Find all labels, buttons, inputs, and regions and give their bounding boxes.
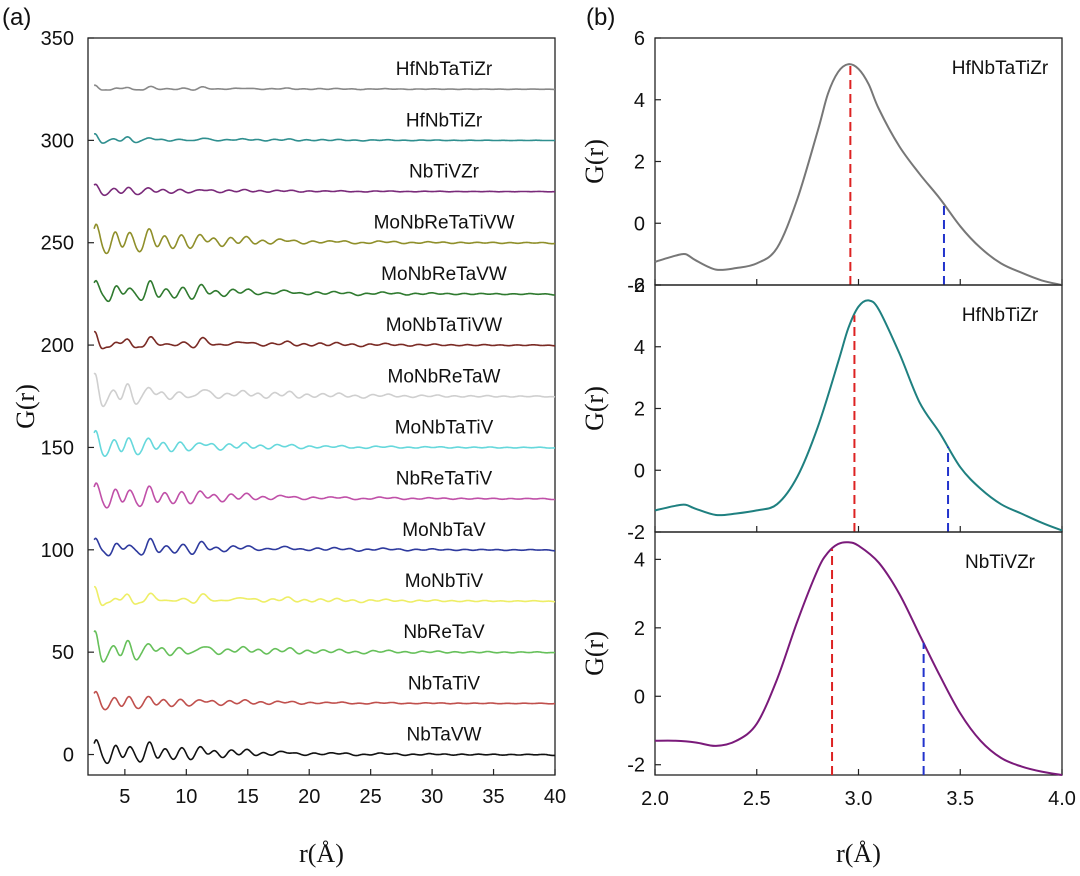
y-tick-label: 6 [634, 275, 645, 297]
y-tick-label: 6 [634, 28, 645, 50]
curve-hfnbtizr [654, 299, 1063, 532]
subplot-title: NbTiVZr [965, 552, 1036, 573]
series-label-monbtav: MoNbTaV [402, 520, 486, 541]
series-label-monbretativw: MoNbReTaTiVW [374, 213, 515, 234]
x-tick-label: 25 [360, 786, 382, 808]
series-line-nbtivzr [93, 183, 555, 197]
panel-b-label: (b) [586, 4, 615, 31]
y-tick-label: 4 [634, 337, 645, 359]
subplot-title: HfNbTaTiZr [952, 58, 1049, 79]
series-line-monbtav [93, 537, 555, 557]
series-line-monbretativw [93, 223, 556, 255]
curve-hfnbtatizr [654, 63, 1063, 286]
y-tick-label: 150 [41, 437, 74, 459]
y-tick-label: 0 [634, 460, 645, 482]
subplot-hfnbtatizr: -2 0 2 4 6 G(r) HfNbTaTiZr [580, 28, 1063, 297]
x-tick-label: 2.0 [641, 788, 669, 810]
curve-nbtivzr [654, 541, 1063, 776]
series-label-nbretativ: NbReTaTiV [396, 469, 493, 490]
x-tick-label: 40 [544, 786, 566, 808]
y-tick-label: 4 [634, 90, 645, 112]
y-tick-label: 2 [634, 152, 645, 174]
series-line-nbtavw [93, 739, 555, 765]
y-axis-label: G(r) [580, 386, 609, 431]
series-label-hfnbtatizr: HfNbTaTiZr [396, 59, 493, 80]
y-tick-label: 300 [41, 130, 74, 152]
y-tick-label: 2 [634, 399, 645, 421]
y-tick-label: -2 [627, 755, 645, 777]
series-label-nbtavw: NbTaVW [407, 725, 482, 746]
series-line-nbtativ [93, 690, 555, 711]
series-label-monbretaw: MoNbReTaW [388, 366, 501, 387]
y-tick-label: 200 [41, 335, 74, 357]
series-label-nbretav: NbReTaV [403, 622, 485, 643]
series-label-nbtivzr: NbTiVZr [409, 162, 480, 183]
series-line-hfnbtizr [93, 132, 556, 144]
x-axis-label: r(Å) [299, 839, 344, 868]
series-line-hfnbtatizr [93, 84, 556, 91]
subplot-title: HfNbTiZr [962, 305, 1039, 326]
y-tick-label: 4 [634, 549, 645, 571]
x-tick-label: 20 [298, 786, 320, 808]
series-label-monbretavw: MoNbReTaVW [381, 264, 507, 285]
panel-a-label: (a) [2, 4, 31, 31]
y-tick-label: 50 [52, 642, 74, 664]
y-axis-label: G(r) [11, 384, 40, 429]
x-tick-label: 4.0 [1048, 788, 1076, 810]
x-tick-label: 35 [482, 786, 504, 808]
x-tick-label: 2.5 [743, 788, 771, 810]
x-tick-label: 3.5 [946, 788, 974, 810]
y-tick-label: 0 [634, 686, 645, 708]
subplot-nbtivzr: -2 0 2 4 2.0 2.5 3.0 3.5 4.0 r(Å) G(r) NbTiVZr [580, 531, 1076, 868]
panel-a-chart: 5 10 15 20 25 30 35 40 0 50 100 150 200 250 300 350 r(Å)… [11, 28, 566, 868]
y-axis-label: G(r) [580, 139, 609, 184]
series-line-monbretaw [93, 372, 556, 408]
x-tick-label: 15 [237, 786, 259, 808]
y-tick-label: 100 [41, 540, 74, 562]
series-label-monbtativw: MoNbTaTiVW [386, 315, 503, 336]
y-axis-label: G(r) [580, 631, 609, 676]
y-tick-label: 0 [634, 213, 645, 235]
x-axis-label: r(Å) [836, 839, 881, 868]
x-tick-label: 10 [175, 786, 197, 808]
series-line-nbretav [93, 630, 556, 663]
y-tick-label: 250 [41, 233, 74, 255]
series-label-monbtativ: MoNbTaTiV [395, 417, 494, 438]
y-tick-label: 2 [634, 618, 645, 640]
panel-b-charts: -20246G(r)HfNbTaTiZr-20246G(r)HfNbTiZr-2… [580, 28, 1076, 868]
y-tick-label: -2 [627, 275, 645, 297]
x-tick-label: 30 [421, 786, 443, 808]
y-tick-label: 0 [63, 745, 74, 767]
series-line-nbretativ [93, 482, 556, 509]
series-label-hfnbtizr: HfNbTiZr [406, 110, 483, 131]
series-label-monbtiv: MoNbTiV [405, 571, 484, 592]
y-tick-label: 350 [41, 28, 74, 50]
series-line-monbtativw [93, 330, 556, 350]
series-line-monbtiv [93, 585, 556, 607]
plot-frame [87, 37, 556, 776]
y-tick-label: -2 [627, 522, 645, 544]
series-line-monbretavw [93, 279, 555, 303]
subplot-hfnbtizr: -2 0 2 4 6 G(r) HfNbTiZr [580, 275, 1063, 544]
x-tick-label: 3.0 [845, 788, 873, 810]
series-label-nbtativ: NbTaTiV [408, 673, 480, 694]
series-line-monbtativ [93, 429, 555, 457]
x-tick-label: 5 [119, 786, 130, 808]
